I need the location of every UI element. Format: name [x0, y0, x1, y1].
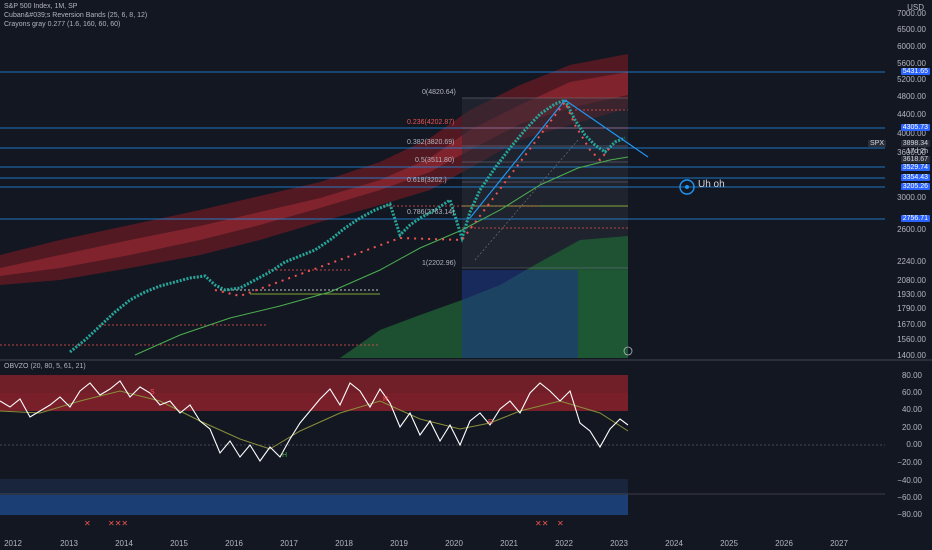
green-zone: [578, 270, 628, 358]
price-axis-tick: 7000.00: [897, 9, 926, 18]
oscillator-axis-tick: 40.00: [901, 405, 922, 414]
price-axis-tick: 2080.00: [897, 276, 926, 285]
price-axis-tick: 1930.00: [897, 290, 926, 299]
time-axis-tick: 2023: [610, 539, 628, 548]
time-axis-tick: 2019: [390, 539, 408, 548]
time-axis-tick: 2012: [4, 539, 22, 548]
currency-label: USD: [907, 3, 924, 12]
fib-0-label: 0(4820.64): [422, 89, 456, 96]
oscillator-axis-tick: 20.00: [901, 423, 922, 432]
oscillator-axis-tick: −80.00: [897, 510, 922, 519]
time-axis-tick: 2020: [445, 539, 463, 548]
svg-text:✕: ✕: [84, 519, 91, 528]
price-axis-tick: 1790.00: [897, 304, 926, 313]
spx-countdown-tag: 17d 2h: [906, 148, 928, 155]
fib-0786-label: 0.786(2763.14): [407, 209, 455, 216]
time-axis-tick: 2018: [335, 539, 353, 548]
price-tag-3354: 3354.43: [900, 174, 930, 181]
oversold-zone-inner: [0, 495, 628, 515]
moving-average-line: [134, 156, 629, 356]
price-axis-tick: 1560.00: [897, 335, 926, 344]
price-axis-tick: 4800.00: [897, 92, 926, 101]
chart-title: S&P 500 Index, 1M, SP: [4, 3, 78, 10]
oscillator-axis-tick: −20.00: [897, 458, 922, 467]
price-tag-5431: 5431.65: [900, 68, 930, 75]
fib-0236-label: 0.236(4202.87): [407, 119, 455, 126]
time-axis-tick: 2017: [280, 539, 298, 548]
price-axis-tick: 2600.00: [897, 225, 926, 234]
time-axis-tick: 2013: [60, 539, 78, 548]
time-axis-tick: 2024: [665, 539, 683, 548]
price-axis-tick: 5600.00: [897, 59, 926, 68]
oscillator-axis-tick: 80.00: [901, 371, 922, 380]
pane-divider[interactable]: [0, 359, 932, 361]
price-axis-tick: 6500.00: [897, 25, 926, 34]
overbought-zone-inner: [0, 393, 628, 411]
blue-zone: [462, 270, 578, 358]
uh-oh-marker-icon: [679, 179, 695, 195]
price-axis-tick: 4000.00: [897, 129, 926, 138]
price-tag-3205: 3205.26: [900, 183, 930, 190]
fib-0382-label: 0.382(3820.69): [407, 139, 455, 146]
svg-text:✕: ✕: [557, 519, 564, 528]
price-tag-2756: 2756.71: [900, 215, 930, 222]
price-axis-tick: 6000.00: [897, 42, 926, 51]
price-tag-3618: 3618.67: [900, 156, 930, 163]
spx-price-tag: 3898.34: [900, 140, 930, 147]
price-chart[interactable]: [0, 0, 885, 360]
oscillator-title[interactable]: OBVZO (20, 80, 5, 61, 21): [4, 363, 86, 370]
time-axis-tick: 2016: [225, 539, 243, 548]
uh-oh-annotation[interactable]: Uh oh: [698, 179, 725, 190]
price-axis-tick: 5200.00: [897, 75, 926, 84]
oscillator-axis-tick: 60.00: [901, 388, 922, 397]
price-tag-3529: 3529.74: [900, 164, 930, 171]
time-axis-tick: 2025: [720, 539, 738, 548]
spx-symbol-tag: SPX: [867, 140, 886, 147]
candlesticks: [69, 98, 626, 354]
fib-0618-label: 0.618(3202.): [407, 177, 447, 184]
oscillator-axis-tick: −40.00: [897, 476, 922, 485]
time-axis-tick: 2014: [115, 539, 133, 548]
price-axis-tick: 3000.00: [897, 193, 926, 202]
overbought-zone-outer: [0, 375, 628, 393]
price-axis-tick: 3600.00: [897, 148, 926, 157]
indicator-reversion-bands[interactable]: Cuban&#039;s Reversion Bands (25, 6, 8, …: [4, 12, 148, 19]
oscillator-chart[interactable]: S R R H ✕ ✕✕✕ ✕✕ ✕: [0, 361, 885, 536]
time-axis-tick: 2022: [555, 539, 573, 548]
oversold-zone-outer: [0, 479, 628, 495]
price-tag-4305: 4305.73: [900, 124, 930, 131]
price-axis-tick: 2240.00: [897, 257, 926, 266]
marker-h: H: [282, 452, 287, 459]
oscillator-axis-tick: −60.00: [897, 493, 922, 502]
obvzo-line: [0, 380, 629, 462]
red-reversion-band-inner: [0, 72, 628, 276]
time-axis-tick: 2026: [775, 539, 793, 548]
indicator-crayons[interactable]: Crayons gray 0.277 (1.6, 160, 60, 60): [4, 21, 121, 28]
svg-text:✕✕: ✕✕: [535, 519, 548, 528]
fib-05-label: 0.5(3511.80): [415, 157, 455, 164]
marker-r2: R: [488, 419, 493, 426]
svg-text:✕✕✕: ✕✕✕: [108, 519, 128, 528]
marker-r1: R: [383, 396, 388, 403]
time-axis-tick: 2021: [500, 539, 518, 548]
obvzo-signal-line: [0, 390, 629, 450]
price-axis-tick: 1400.00: [897, 351, 926, 360]
price-axis-tick: 1670.00: [897, 320, 926, 329]
marker-s: S: [150, 389, 155, 396]
oscillator-axis-tick: 0.00: [906, 440, 922, 449]
price-axis-tick: 4400.00: [897, 110, 926, 119]
time-axis-tick: 2027: [830, 539, 848, 548]
fib-1-label: 1(2202.96): [422, 260, 456, 267]
time-axis-tick: 2015: [170, 539, 188, 548]
